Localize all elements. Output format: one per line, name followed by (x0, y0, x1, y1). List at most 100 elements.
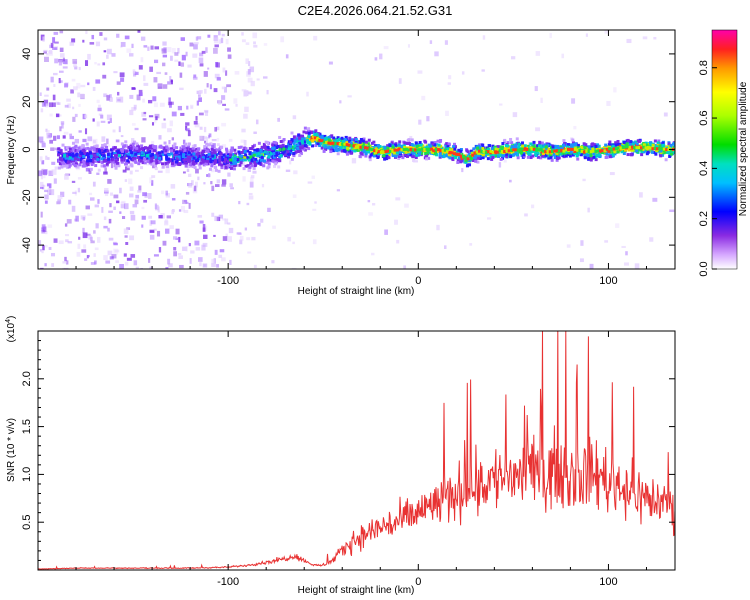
ridge-peak (503, 149, 507, 153)
ridge-cell (112, 156, 116, 160)
ridge-peak (512, 148, 516, 152)
noise-speckle (189, 258, 192, 264)
ridge-cell (631, 142, 635, 146)
snr-frame (37, 330, 676, 571)
noise-speckle (230, 187, 234, 190)
ridge-cell (251, 152, 255, 156)
ridge-cell (614, 141, 618, 145)
ridge-cell (111, 147, 115, 151)
noise-speckle (129, 186, 134, 191)
ridge-peak (452, 152, 456, 156)
noise-speckle (161, 48, 167, 52)
noise-speckle (90, 240, 95, 244)
ridge-cell (320, 146, 324, 150)
ridge-peak (441, 149, 445, 153)
ridge-peak (468, 155, 472, 159)
ridge-cell (576, 143, 580, 147)
noise-speckle (615, 223, 620, 228)
ridge-cell (622, 152, 626, 156)
ridge-peak (635, 146, 639, 150)
ridge-cell (87, 147, 91, 151)
ridge-cell (194, 159, 198, 163)
ridge-cell (661, 141, 665, 145)
ridge-cell (394, 143, 398, 147)
ridge-cell (456, 158, 460, 162)
noise-speckle (41, 250, 44, 254)
noise-speckle (143, 75, 146, 82)
ridge-cell (164, 149, 168, 153)
noise-speckle (62, 135, 66, 139)
noise-speckle (117, 98, 121, 102)
ridge-cell (210, 164, 214, 168)
snr-xtick-label: -100 (217, 576, 239, 588)
noise-speckle (132, 204, 138, 208)
ridge-peak (619, 146, 623, 150)
noise-speckle (524, 213, 528, 217)
noise-speckle (44, 200, 48, 204)
noise-speckle (130, 254, 136, 258)
ridge-cell (329, 147, 333, 151)
ridge-peak (327, 141, 331, 145)
ridge-cell (385, 157, 389, 161)
noise-speckle (153, 254, 159, 257)
ridge-cell (253, 160, 257, 164)
ridge-cell (468, 152, 472, 156)
noise-speckle (421, 95, 426, 101)
noise-speckle (44, 94, 49, 97)
noise-speckle (131, 87, 136, 90)
noise-speckle (166, 215, 172, 219)
ridge-peak (596, 149, 600, 153)
ridge-cell (180, 158, 184, 162)
ridge-cell (454, 150, 458, 154)
noise-speckle (71, 180, 76, 183)
ridge-cell (203, 154, 207, 158)
ridge-cell (433, 151, 437, 155)
noise-speckle (213, 234, 216, 237)
ridge-cell (191, 164, 195, 168)
ridge-cell (340, 149, 344, 153)
noise-speckle (203, 182, 206, 185)
ridge-cell (385, 151, 389, 155)
ridge-cell (187, 151, 191, 155)
noise-speckle (271, 260, 275, 264)
ridge-cell (218, 147, 222, 151)
noise-speckle (197, 215, 203, 218)
ridge-cell (150, 146, 154, 150)
noise-speckle (138, 185, 142, 191)
ridge-cell (551, 145, 555, 149)
noise-speckle (585, 33, 588, 37)
noise-speckle (639, 192, 643, 198)
ridge-cell (300, 146, 304, 150)
noise-speckle (103, 216, 107, 221)
ridge-cell (464, 160, 468, 164)
ridge-cell (115, 158, 119, 162)
ridge-cell (484, 148, 488, 152)
ridge-cell (346, 151, 350, 155)
noise-speckle (50, 76, 54, 83)
ridge-cell (295, 137, 299, 141)
ridge-cell (237, 156, 241, 160)
noise-speckle (131, 138, 135, 144)
ridge-cell (407, 141, 411, 145)
ridge-cell (224, 157, 228, 161)
ridge-peak (640, 146, 644, 150)
noise-speckle (199, 262, 202, 267)
ridge-cell (307, 127, 311, 131)
noise-speckle (135, 266, 139, 269)
noise-speckle (221, 86, 226, 90)
ridge-cell (109, 153, 113, 157)
noise-speckle (55, 113, 60, 118)
ridge-cell (154, 167, 158, 171)
ridge-cell (436, 149, 440, 153)
noise-speckle (131, 43, 134, 49)
ridge-cell (250, 147, 254, 151)
ridge-cell (549, 156, 553, 160)
noise-speckle (621, 245, 626, 249)
ridge-cell (122, 151, 126, 155)
noise-speckle (65, 260, 69, 265)
noise-speckle (120, 77, 125, 82)
noise-speckle (133, 104, 137, 110)
ridge-cell (159, 155, 163, 159)
ridge-cell (278, 156, 282, 160)
